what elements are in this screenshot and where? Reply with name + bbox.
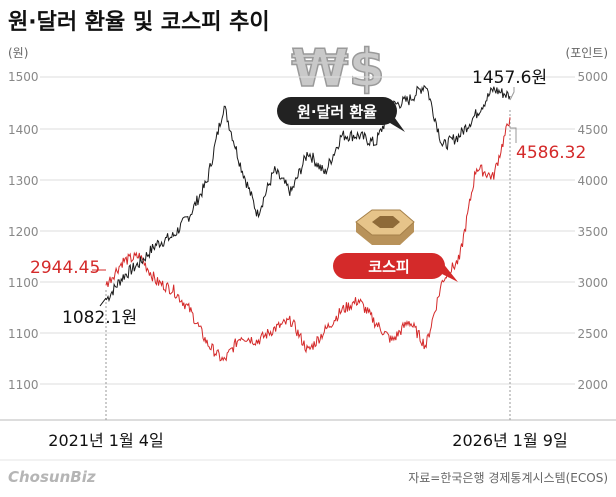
- left-axis-unit: (원): [8, 46, 28, 60]
- fx-legend-tag: 원·달러 환율: [277, 97, 405, 132]
- right-axis-ticks: 5000 4500 4000 3500 3000 2500 2000: [577, 70, 608, 392]
- grid-lines: [0, 76, 616, 421]
- fx-end-leader: [509, 87, 515, 101]
- fx-start-value: 1082.1원: [62, 308, 137, 328]
- source-note: 자료=한국은행 경제통계시스템(ECOS): [408, 470, 608, 485]
- fx-tag-label: 원·달러 환율: [297, 103, 377, 121]
- kospi-tag-label: 코스피: [368, 258, 409, 276]
- right-tick-label: 2500: [577, 327, 608, 341]
- fx-series-line: [105, 84, 511, 303]
- kospi-end-leader: [510, 127, 517, 143]
- fx-tag-background: [277, 97, 397, 125]
- kospi-legend-tag: 코스피: [333, 253, 458, 282]
- kospi-tag-background: [333, 253, 445, 279]
- hexagon-nut-icon: [355, 209, 415, 245]
- right-tick-label: 2000: [577, 378, 608, 392]
- right-tick-label: 3500: [577, 225, 608, 239]
- left-tick-label: 1200: [8, 225, 39, 239]
- currency-symbol-icon: ₩$: [291, 39, 385, 99]
- fx-end-value: 1457.6원: [472, 68, 547, 88]
- x-end-date-label: 2026년 1월 9일: [452, 431, 567, 450]
- right-tick-label: 4500: [577, 123, 608, 137]
- left-tick-label: 1500: [8, 70, 39, 84]
- kospi-series-line: [105, 117, 511, 362]
- right-tick-label: 4000: [577, 174, 608, 188]
- fx-start-leader: [99, 297, 107, 307]
- right-tick-label: 3000: [577, 276, 608, 290]
- left-tick-label: 1300: [8, 174, 39, 188]
- chart-title: 원·달러 환율 및 코스피 추이: [8, 10, 270, 35]
- kospi-tag-pointer: [438, 262, 458, 282]
- x-start-date-label: 2021년 1월 4일: [48, 431, 163, 450]
- kospi-end-value: 4586.32: [516, 143, 586, 163]
- left-tick-label: 1100: [8, 378, 39, 392]
- kospi-start-value: 2944.45: [30, 258, 100, 278]
- fx-tag-pointer: [385, 114, 405, 132]
- left-tick-label: 1400: [8, 123, 39, 137]
- left-tick-label: 1100: [8, 327, 39, 341]
- right-tick-label: 5000: [577, 70, 608, 84]
- left-tick-label: 1100: [8, 276, 39, 290]
- left-axis-ticks: 1500 1400 1300 1200 1100 1100 1100: [8, 70, 39, 392]
- brand-logo: ChosunBiz: [8, 468, 96, 486]
- right-axis-unit: (포인트): [566, 46, 608, 60]
